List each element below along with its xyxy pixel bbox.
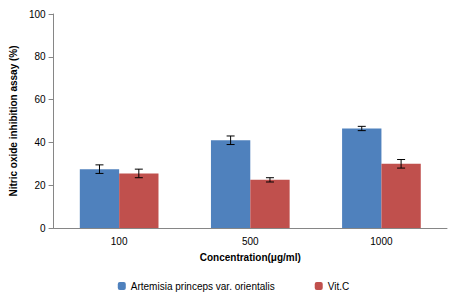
svg-text:40: 40 <box>34 137 46 148</box>
svg-text:1000: 1000 <box>370 236 393 247</box>
svg-text:Concentration(μg/ml): Concentration(μg/ml) <box>200 252 301 263</box>
svg-text:Artemisia princeps var. orient: Artemisia princeps var. orientalis <box>131 281 275 292</box>
svg-text:60: 60 <box>34 94 46 105</box>
svg-text:Vit.C: Vit.C <box>328 281 350 292</box>
svg-text:80: 80 <box>34 51 46 62</box>
svg-text:Nitric oxide inhibition assay: Nitric oxide inhibition assay (%) <box>8 45 19 196</box>
svg-text:100: 100 <box>29 9 46 20</box>
svg-text:100: 100 <box>111 236 128 247</box>
svg-text:20: 20 <box>34 180 46 191</box>
svg-text:0: 0 <box>40 223 46 234</box>
svg-text:500: 500 <box>242 236 259 247</box>
